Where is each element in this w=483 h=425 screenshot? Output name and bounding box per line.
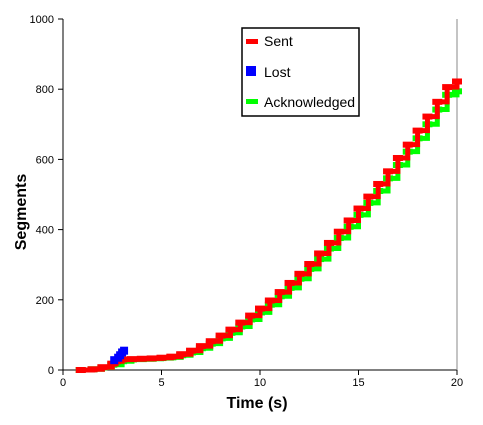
sent-point <box>402 141 413 148</box>
sent-point <box>176 351 187 358</box>
sent-point <box>432 98 443 105</box>
sent-point <box>126 356 137 363</box>
sent-point <box>373 180 384 187</box>
sent-point <box>195 343 206 350</box>
sent-point <box>87 366 98 373</box>
acknowledged-point <box>452 88 462 95</box>
acknowledged-line <box>80 91 460 373</box>
sent-point <box>264 297 275 304</box>
sent-point <box>97 364 108 371</box>
x-tick-label: 15 <box>352 377 364 389</box>
sent-point <box>363 193 374 200</box>
sent-point <box>235 319 246 326</box>
sent-point <box>205 338 216 345</box>
sent-point <box>323 239 334 246</box>
legend-marker-acknowledged <box>246 99 258 104</box>
series-layer <box>75 78 462 373</box>
x-tick-label: 5 <box>158 377 164 389</box>
sent-point <box>166 353 177 360</box>
sent-point <box>294 270 305 277</box>
sent-point <box>156 354 167 361</box>
legend-marker-sent <box>246 39 258 44</box>
sent-point <box>452 78 462 85</box>
sent-point <box>333 228 344 235</box>
legend-marker-lost <box>246 66 256 76</box>
sent-point <box>186 347 197 354</box>
sent-point <box>442 84 453 91</box>
sent-point <box>343 217 354 224</box>
sent-line <box>80 81 460 373</box>
legend-label-acknowledged: Acknowledged <box>264 94 355 110</box>
legend-box <box>241 27 360 117</box>
y-tick-label: 200 <box>36 295 54 307</box>
y-tick-label: 1000 <box>30 14 54 26</box>
sent-point <box>304 260 315 267</box>
lost-point <box>120 346 129 355</box>
sent-point <box>146 355 157 362</box>
sent-point <box>284 279 295 286</box>
sent-point <box>225 326 236 333</box>
sent-point <box>215 332 226 339</box>
sent-point <box>422 113 433 120</box>
sent-point <box>255 305 265 312</box>
y-axis-title: Segments <box>13 174 30 251</box>
y-tick-label: 400 <box>36 225 54 237</box>
y-tick-label: 800 <box>36 84 54 96</box>
y-tick-label: 600 <box>36 154 54 166</box>
x-tick-label: 20 <box>451 377 463 389</box>
sent-point <box>136 355 147 362</box>
sent-point <box>314 250 325 257</box>
legend-label-lost: Lost <box>264 64 291 80</box>
y-tick-label: 0 <box>48 365 54 377</box>
legend: Sent Lost Acknowledged <box>241 27 360 117</box>
sent-point <box>75 367 86 373</box>
sent-point <box>353 205 364 212</box>
sent-point <box>245 312 256 319</box>
sent-point <box>392 154 403 161</box>
x-axis-title: Time (s) <box>226 395 287 412</box>
sent-point <box>274 289 285 296</box>
x-tick-label: 10 <box>254 377 266 389</box>
sent-point <box>383 168 394 175</box>
legend-label-sent: Sent <box>264 33 293 49</box>
x-tick-label: 0 <box>60 377 66 389</box>
sent-point <box>412 127 423 134</box>
